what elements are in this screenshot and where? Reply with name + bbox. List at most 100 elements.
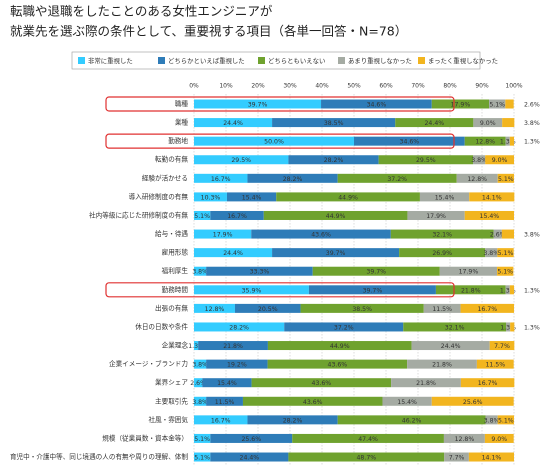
value-label: 1.3% <box>500 139 516 146</box>
bar-segment <box>194 396 207 406</box>
value-label: 1.3% <box>524 139 540 146</box>
x-tick-label: 40% <box>315 83 329 90</box>
value-label: 12.8% <box>205 306 225 313</box>
value-label: 3.8% <box>484 417 500 424</box>
highlight-frame <box>105 96 455 112</box>
value-label: 24.4% <box>223 250 243 257</box>
value-label: 17.9% <box>459 269 479 276</box>
bar-segment <box>206 359 268 369</box>
x-tick-label: 80% <box>443 83 457 90</box>
value-label: 9.0% <box>480 120 496 127</box>
value-label: 3.8% <box>524 232 540 239</box>
bar-segment <box>435 285 506 295</box>
bar-segment <box>354 136 465 146</box>
y-tick-label: 業界シェア <box>155 378 188 387</box>
bar-segment <box>391 378 461 388</box>
value-label: 38.5% <box>324 120 344 127</box>
bar-segment <box>194 248 273 258</box>
value-label: 7.7% <box>494 343 510 350</box>
value-label: 11.5% <box>432 306 452 313</box>
value-label: 15.4% <box>397 399 417 406</box>
legend-frame <box>71 51 481 70</box>
highlight-frame <box>105 282 455 298</box>
value-label: 17.9% <box>451 102 471 109</box>
value-label: 7.7% <box>449 455 465 462</box>
chart-title: 就業先を選ぶ際の条件として、重要視する項目（各単一回答・N=78） <box>10 24 407 39</box>
value-label: 1.3% <box>188 343 204 350</box>
value-label: 35.9% <box>242 287 262 294</box>
bar-segment <box>251 229 391 239</box>
value-label: 16.7% <box>211 176 231 183</box>
value-label: 2.6% <box>490 232 506 239</box>
value-label: 9.0% <box>491 436 507 443</box>
bar-segment <box>210 433 293 443</box>
bar-segment <box>493 229 502 239</box>
value-label: 43.6% <box>312 380 332 387</box>
value-label: 5.1% <box>489 102 505 109</box>
y-tick-label: 給与・待遇 <box>155 229 188 238</box>
y-tick-label: 経験が活かせる <box>142 173 188 182</box>
bar-segment <box>308 285 436 295</box>
value-label: 28.2% <box>283 417 303 424</box>
bar-segment <box>194 359 207 369</box>
x-tick-label: 20% <box>251 83 265 90</box>
value-label: 1.3% <box>524 287 540 294</box>
value-label: 46.2% <box>402 417 422 424</box>
bar-segment <box>337 415 486 425</box>
bar-segment <box>444 452 469 462</box>
value-label: 5.1% <box>194 213 210 220</box>
value-label: 48.7% <box>356 455 376 462</box>
bar-segment <box>497 173 514 183</box>
bar-segment <box>407 210 465 220</box>
value-label: 39.7% <box>326 250 346 257</box>
legend-label: どちらかといえば重視した <box>168 56 245 65</box>
y-tick-label: 主要取引先 <box>155 396 188 405</box>
bar-segment <box>251 378 392 388</box>
value-label: 11.5% <box>215 399 235 406</box>
bar-segment <box>198 341 268 351</box>
bar-segment <box>210 452 289 462</box>
value-label: 32.1% <box>445 324 465 331</box>
x-tick-label: 0% <box>189 83 199 90</box>
bar-segment <box>505 99 514 109</box>
y-tick-label: 出張の有無 <box>155 303 188 312</box>
value-label: 28.2% <box>229 324 249 331</box>
bar-segment <box>403 322 506 332</box>
value-label: 37.2% <box>334 324 354 331</box>
value-label: 14.1% <box>482 194 502 201</box>
bar-segment <box>443 433 485 443</box>
value-label: 12.8% <box>455 436 475 443</box>
bar-segment <box>300 303 424 313</box>
bar-segment <box>288 452 445 462</box>
bar-segment <box>194 415 248 425</box>
bar-segment <box>263 210 408 220</box>
value-label: 43.6% <box>311 232 331 239</box>
bar-segment <box>390 229 494 239</box>
value-label: 1.3% <box>524 324 540 331</box>
bar-segment <box>485 415 498 425</box>
value-label: 15.4% <box>435 194 455 201</box>
bar-segment <box>476 359 514 369</box>
value-label: 28.2% <box>324 157 344 164</box>
value-label: 29.5% <box>231 157 251 164</box>
bar-segment <box>284 322 404 332</box>
bar-segment <box>292 433 444 443</box>
value-label: 19.2% <box>227 362 247 369</box>
value-label: 2.6% <box>524 102 540 109</box>
value-label: 11.5% <box>485 362 505 369</box>
value-label: 32.1% <box>432 232 452 239</box>
y-tick-label: 業種 <box>175 118 189 127</box>
value-label: 16.7% <box>211 417 231 424</box>
y-tick-label: 社内等級に応じた研修制度の有無 <box>89 210 188 219</box>
value-label: 12.8% <box>475 139 495 146</box>
x-tick-label: 30% <box>283 83 297 90</box>
y-tick-label: 福利厚生 <box>162 266 189 275</box>
bar-segment <box>489 99 506 109</box>
bar-segment <box>489 341 515 351</box>
value-label: 5.1% <box>194 436 210 443</box>
y-tick-label: 企業理念 <box>162 341 189 350</box>
legend-swatch <box>418 57 425 64</box>
bar-segment <box>194 266 207 276</box>
bar-segment <box>276 192 420 202</box>
bar-segment <box>210 210 264 220</box>
